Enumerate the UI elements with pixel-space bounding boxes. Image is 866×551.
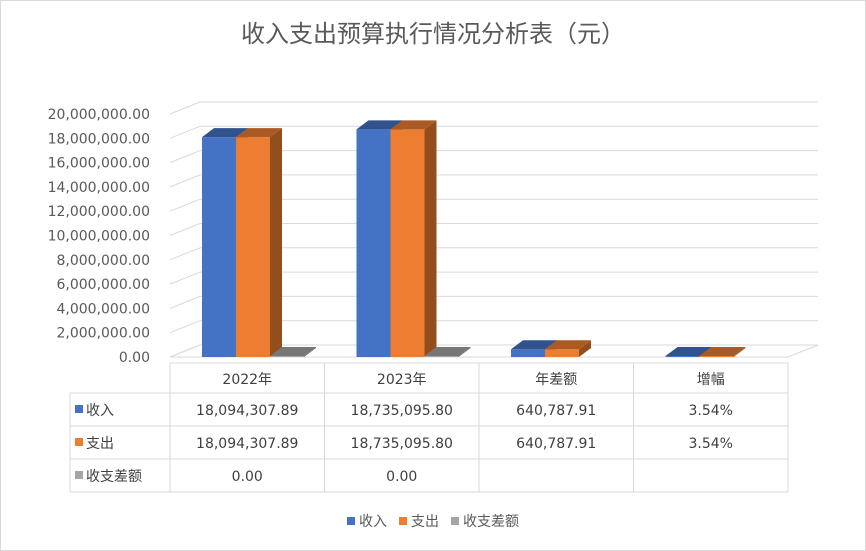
bar-side (304, 347, 316, 357)
chart-floor (169, 344, 819, 358)
y-tick-label: 2,000,000.00 (56, 326, 150, 342)
legend-label: 收支差额 (463, 514, 519, 530)
legend-key (75, 438, 83, 446)
series-name: 支出 (86, 436, 114, 452)
legend-label: 收入 (359, 514, 387, 530)
side-gridline (169, 295, 201, 309)
bar (236, 137, 270, 357)
side-gridline (169, 247, 201, 261)
legend-item: 支出 (399, 511, 439, 531)
bar-side (458, 347, 471, 357)
data-label: 3.54% (689, 403, 733, 419)
bar-top (390, 120, 437, 130)
bar (270, 356, 304, 357)
bar-side (733, 347, 746, 357)
bar (202, 137, 236, 357)
bar-top (202, 128, 248, 138)
side-gridline (169, 223, 201, 236)
bar (390, 129, 425, 357)
legend-swatch (347, 517, 355, 525)
side-gridline (169, 320, 201, 334)
y-tick-label: 20,000,000.00 (48, 107, 150, 123)
data-label: 18,094,307.89 (196, 436, 298, 452)
side-gridline (169, 271, 201, 285)
data-label: 18,094,307.89 (196, 403, 298, 419)
legend: 收入 支出 收支差额 (0, 511, 866, 531)
data-label: 3.54% (689, 436, 733, 452)
legend-swatch (451, 517, 459, 525)
bar (424, 356, 459, 357)
bar (511, 349, 545, 357)
y-tick-label: 6,000,000.00 (56, 277, 150, 293)
y-tick-label: 4,000,000.00 (56, 301, 150, 317)
side-gridline (169, 150, 201, 164)
series-name: 收入 (86, 403, 114, 419)
legend-item: 收入 (347, 511, 387, 531)
legend-label: 支出 (411, 514, 439, 530)
bar (699, 356, 734, 357)
bar (545, 349, 579, 357)
y-tick-label: 16,000,000.00 (48, 156, 150, 172)
y-tick-label: 0.00 (119, 350, 150, 366)
bar-top (270, 347, 316, 356)
chart-title: 收入支出预算执行情况分析表（元） (241, 20, 625, 48)
bar-side (270, 128, 282, 357)
y-tick-label: 12,000,000.00 (48, 204, 150, 220)
series-name: 收支差额 (86, 469, 142, 485)
y-tick-label: 10,000,000.00 (48, 229, 150, 245)
category-label: 2022年 (222, 372, 272, 388)
bar (665, 356, 700, 357)
legend-item: 收支差额 (451, 511, 519, 531)
bar-top (699, 347, 746, 356)
y-tick-label: 14,000,000.00 (48, 180, 150, 196)
data-label: 0.00 (386, 469, 417, 485)
data-label: 640,787.91 (516, 436, 596, 452)
category-label: 2023年 (377, 372, 427, 388)
bar-top (356, 120, 403, 130)
side-gridline (169, 174, 201, 188)
bar-top (236, 128, 282, 138)
legend-swatch (399, 517, 407, 525)
category-label: 年差额 (535, 372, 577, 388)
bar-side (424, 120, 437, 357)
side-gridline (169, 101, 201, 115)
data-label: 640,787.91 (516, 403, 596, 419)
data-label: 18,735,095.80 (351, 436, 453, 452)
bar (356, 129, 391, 357)
data-label: 18,735,095.80 (351, 403, 453, 419)
bar-top (665, 347, 712, 356)
side-gridline (169, 198, 201, 212)
category-label: 增幅 (697, 372, 725, 388)
side-gridline (169, 125, 201, 139)
data-label: 0.00 (232, 469, 263, 485)
legend-key (75, 405, 83, 413)
legend-key (75, 471, 83, 479)
bar-top (545, 340, 591, 350)
bar-side (579, 340, 591, 357)
bar-top (424, 347, 471, 356)
y-tick-label: 18,000,000.00 (48, 131, 150, 147)
y-tick-label: 8,000,000.00 (56, 253, 150, 269)
bar-top (511, 340, 557, 350)
